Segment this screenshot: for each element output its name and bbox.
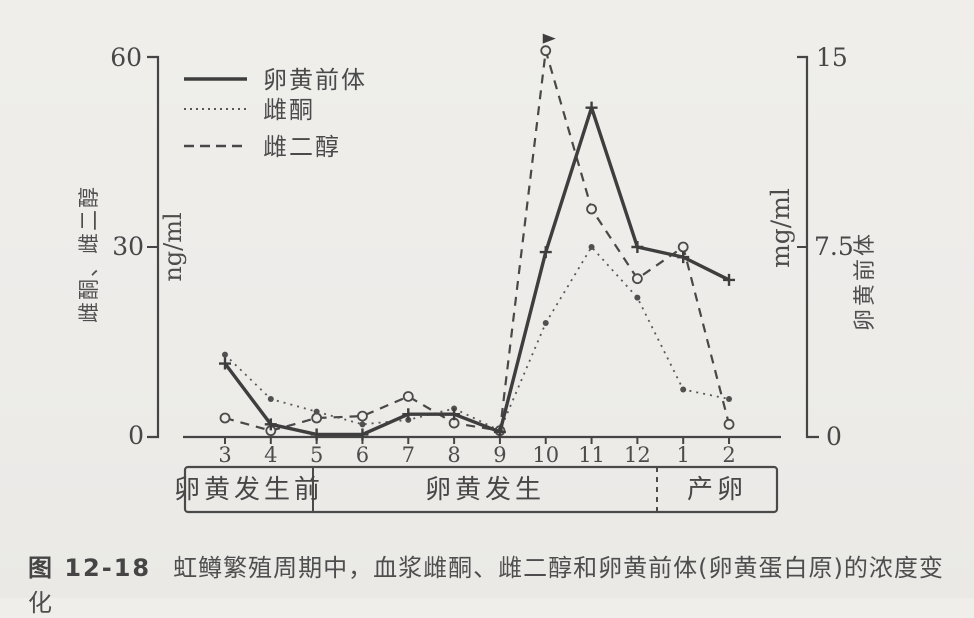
- data-point-dot: [222, 351, 228, 358]
- phase-band-box: [183, 465, 779, 514]
- x-tick-label-month-12: 12: [624, 443, 651, 467]
- data-point-dot: [359, 421, 366, 428]
- right-axis-title: 卵黄前体: [853, 231, 878, 331]
- data-point-plus: [448, 408, 461, 421]
- phase-label-previtellogenesis: 卵黄发生前: [174, 475, 324, 505]
- legend-label-vitellogenin: 卵黄前体: [263, 66, 367, 94]
- series-雌酮: [222, 244, 733, 434]
- peak-arrow-icon: [542, 33, 556, 44]
- legend: 卵黄前体 雌酮 雌二醇: [184, 66, 367, 161]
- legend-label-estradiol: 雌二醇: [263, 133, 341, 161]
- figure-caption-text: 虹鳟繁殖周期中，血浆雌酮、雌二醇和卵黄前体(卵黄蛋白原)的浓度变化: [28, 554, 944, 617]
- figure-caption: 图 12-18 虹鳟繁殖周期中，血浆雌酮、雌二醇和卵黄前体(卵黄蛋白原)的浓度变化: [28, 548, 958, 618]
- data-point-dot: [313, 408, 320, 415]
- data-point-circle: [540, 45, 552, 57]
- data-point-plus: [264, 418, 277, 431]
- left-tick-label-0: 0: [128, 421, 144, 450]
- data-point-plus: [493, 425, 506, 438]
- data-point-dot: [542, 320, 549, 326]
- x-tick-label-month-4: 4: [264, 443, 277, 467]
- left-tick-label-30: 30: [112, 232, 144, 261]
- x-tick-label-month-8: 8: [447, 443, 460, 467]
- right-tick-label-0: 0: [826, 422, 842, 451]
- x-tick-label-month-5: 5: [310, 443, 323, 467]
- data-point-plus: [585, 101, 598, 114]
- left-tick-label-60: 60: [110, 43, 142, 72]
- chart-area: 60 30 0 雌酮、雌二醇 ng/ml 15 7.5 0 mg/ml 卵黄前体…: [77, 33, 878, 514]
- x-tick-label-month-6: 6: [356, 443, 369, 467]
- data-point-plus: [310, 428, 323, 441]
- x-tick-label-month-9: 9: [493, 443, 506, 467]
- legend-label-estrone: 雌酮: [263, 96, 315, 124]
- data-point-circle: [631, 273, 643, 285]
- data-point-dot: [634, 294, 641, 301]
- x-tick-label-month-1: 1: [677, 443, 690, 467]
- x-tick-label-month-11: 11: [578, 443, 605, 467]
- x-axis-ticks-and-labels: 3 4 5 6 7 8 9 10 11 12 1 2: [218, 437, 736, 467]
- data-point-circle: [586, 203, 597, 215]
- data-point-plus: [723, 273, 736, 286]
- data-point-plus: [631, 241, 644, 253]
- phase-band: 卵黄发生前 卵黄发生 产卵: [174, 465, 779, 514]
- data-point-dot: [588, 244, 595, 250]
- data-point-dot: [267, 396, 274, 402]
- x-tick-label-month-2: 2: [722, 443, 735, 467]
- scanned-figure-page: 60 30 0 雌酮、雌二醇 ng/ml 15 7.5 0 mg/ml 卵黄前体…: [28, 33, 943, 617]
- left-axis-title: 雌酮、雌二醇: [77, 185, 101, 323]
- data-point-circle: [677, 241, 689, 253]
- x-tick-label-month-3: 3: [218, 443, 231, 467]
- right-tick-label-7-5: 7.5: [814, 232, 854, 261]
- data-point-plus: [539, 246, 552, 259]
- data-point-circle: [723, 418, 735, 430]
- data-point-circle: [402, 391, 414, 402]
- data-point-plus: [677, 251, 690, 264]
- data-point-plus: [402, 408, 415, 421]
- data-point-circle: [219, 412, 231, 424]
- data-series-layer: [219, 33, 736, 441]
- data-point-plus: [219, 357, 231, 370]
- right-tick-label-15: 15: [816, 43, 848, 72]
- figure-number: 图 12-18: [28, 554, 152, 582]
- right-axis-unit: mg/ml: [766, 188, 795, 268]
- data-point-dot: [726, 396, 733, 402]
- hormone-concentration-chart: 60 30 0 雌酮、雌二醇 ng/ml 15 7.5 0 mg/ml 卵黄前体…: [77, 33, 878, 514]
- x-tick-label-month-7: 7: [402, 443, 415, 467]
- x-tick-label-month-10: 10: [532, 443, 559, 467]
- phase-label-spawning: 产卵: [687, 475, 747, 505]
- data-point-dot: [680, 386, 687, 393]
- data-point-circle: [311, 412, 323, 424]
- series-卵黄前体: [219, 101, 736, 441]
- left-axis-unit: ng/ml: [159, 212, 187, 281]
- phase-label-vitellogenesis: 卵黄发生: [425, 475, 545, 505]
- data-point-circle: [357, 410, 368, 422]
- data-point-plus: [356, 428, 369, 441]
